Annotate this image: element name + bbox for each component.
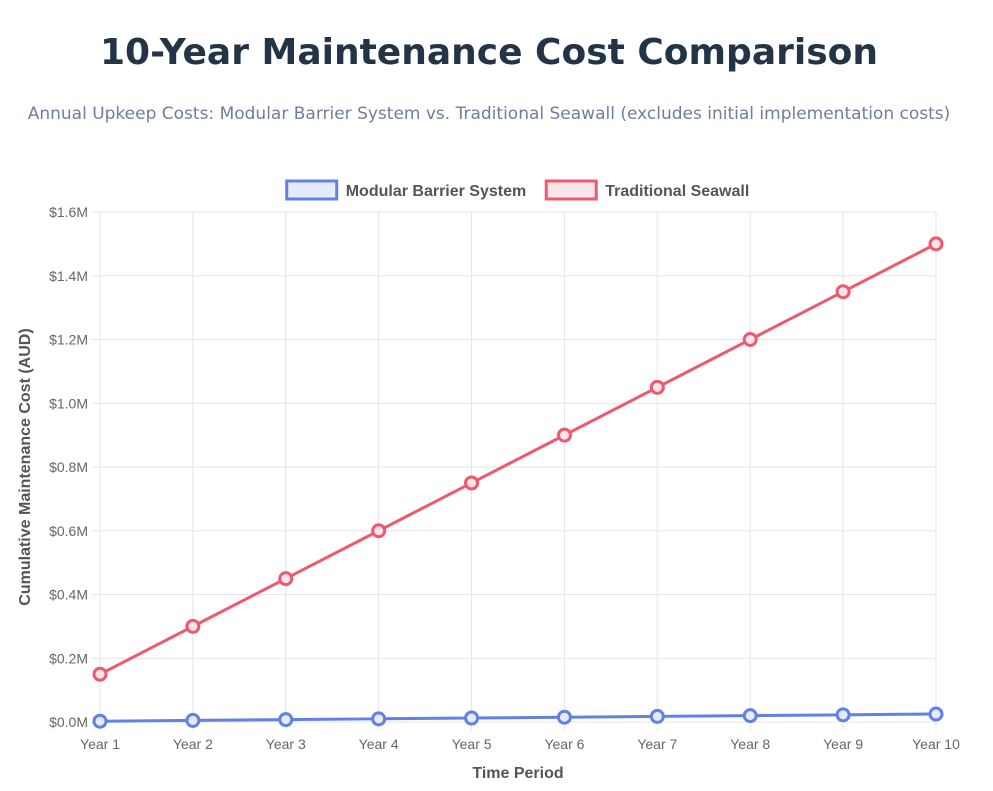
- series-line: [99, 712, 937, 723]
- y-tick-label: $1.0M: [49, 395, 88, 411]
- x-tick-label: Year 6: [544, 736, 584, 752]
- x-tick-label: Year 1: [80, 736, 120, 752]
- legend-item[interactable]: Modular Barrier System: [285, 179, 527, 201]
- x-axis-title: Time Period: [472, 765, 563, 782]
- data-point[interactable]: [835, 707, 851, 723]
- x-tick-label: Year 5: [452, 736, 492, 752]
- y-tick-label: $0.4M: [49, 587, 88, 603]
- y-tick-label: $1.2M: [49, 332, 88, 348]
- chart-title: 10-Year Maintenance Cost Comparison: [100, 32, 878, 73]
- data-point[interactable]: [556, 709, 572, 725]
- grid-lines: [92, 211, 937, 730]
- legend-item[interactable]: Traditional Seawall: [544, 179, 749, 201]
- data-point[interactable]: [185, 618, 201, 634]
- series-group: [92, 706, 944, 729]
- x-tick-label: Year 2: [173, 736, 213, 752]
- legend-swatch: [544, 179, 598, 201]
- legend-label: Traditional Seawall: [605, 183, 749, 200]
- series-group: [92, 236, 944, 682]
- data-point[interactable]: [742, 332, 758, 347]
- series-line: [99, 242, 937, 676]
- y-axis-title: Cumulative Maintenance Cost (AUD): [17, 328, 34, 605]
- data-point[interactable]: [92, 713, 108, 729]
- data-point[interactable]: [649, 708, 665, 724]
- data-point[interactable]: [928, 706, 944, 722]
- legend-swatch: [285, 179, 339, 201]
- data-point[interactable]: [185, 712, 201, 728]
- data-point[interactable]: [464, 475, 480, 491]
- data-point[interactable]: [649, 379, 665, 395]
- data-point[interactable]: [92, 666, 108, 682]
- x-tick-label: Year 9: [823, 736, 863, 752]
- x-tick-label: Year 4: [359, 736, 399, 752]
- y-tick-label: $0.6M: [49, 523, 88, 539]
- x-tick-label: Year 3: [266, 736, 306, 752]
- y-tick-label: $0.8M: [49, 459, 88, 475]
- data-point[interactable]: [742, 708, 758, 724]
- x-tick-label: Year 10: [912, 736, 960, 752]
- data-point[interactable]: [556, 427, 572, 443]
- data-point[interactable]: [371, 523, 387, 539]
- legend-label: Modular Barrier System: [346, 183, 527, 200]
- data-point[interactable]: [371, 711, 387, 727]
- chart-subtitle: Annual Upkeep Costs: Modular Barrier Sys…: [27, 104, 951, 124]
- data-point[interactable]: [464, 710, 480, 726]
- legend: Modular Barrier System Traditional Seawal…: [285, 179, 749, 201]
- data-point[interactable]: [835, 284, 851, 300]
- x-tick-label: Year 8: [730, 736, 770, 752]
- x-tick-label: Year 7: [637, 736, 677, 752]
- y-tick-label: $1.6M: [49, 204, 88, 220]
- data-point[interactable]: [278, 712, 294, 728]
- data-point[interactable]: [928, 236, 944, 252]
- x-axis-ticks: Year 1 Year 2 Year 3 Year 4 Year 5 Year 6 Year…: [80, 736, 960, 752]
- y-axis-ticks: $0.0M $0.2M $0.4M $0.6M $0.8M $1.0M $1.2M $1.4M…: [49, 204, 88, 730]
- y-tick-label: $1.4M: [49, 268, 88, 284]
- y-tick-label: $0.0M: [49, 714, 88, 730]
- series-lines: [92, 236, 944, 729]
- data-point[interactable]: [278, 571, 294, 587]
- y-tick-label: $0.2M: [49, 650, 88, 666]
